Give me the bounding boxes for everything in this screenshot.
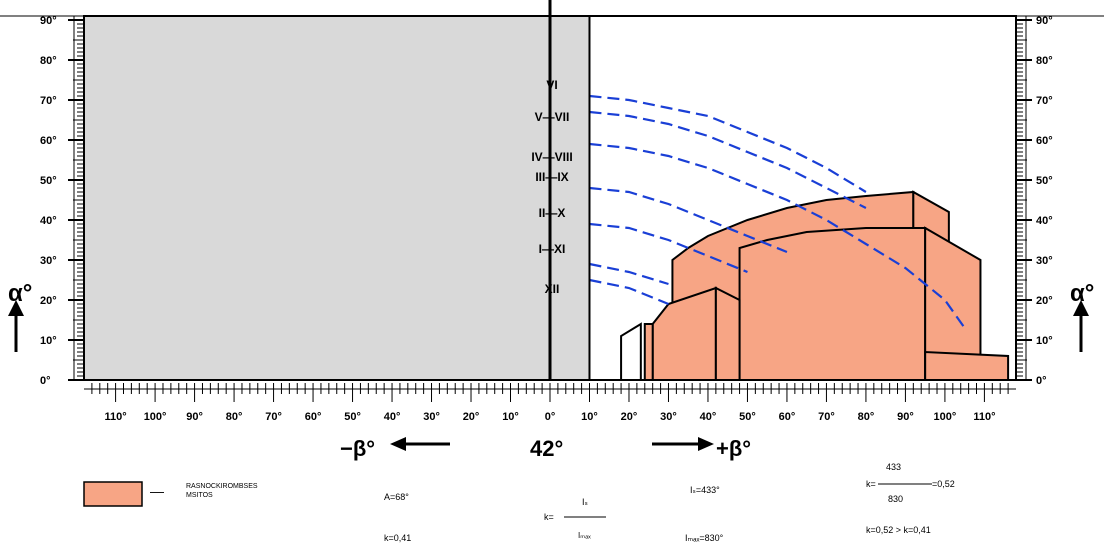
alpha-tick-label-right: 80°	[1036, 55, 1053, 67]
alpha-tick-label-right: 50°	[1036, 175, 1053, 187]
sun-curve-layer	[589, 94, 966, 329]
alpha-tick-label-right: 20°	[1036, 295, 1053, 307]
beta-tick-label: 70°	[265, 411, 282, 423]
alpha-tick-label-right: 10°	[1036, 335, 1053, 347]
formula-k-frac-den: Iₘₐₓ	[578, 531, 591, 540]
alpha-tick-label-right: 70°	[1036, 95, 1053, 107]
beta-tick-label: 10°	[581, 411, 598, 423]
beta-tick-label: 90°	[897, 411, 914, 423]
legend-text-line2: MSITOS	[186, 492, 213, 499]
formula-ratio-den: 830	[888, 494, 903, 504]
legend-dash: —	[150, 483, 164, 499]
beta-minus-label: −β°	[340, 436, 375, 461]
alpha-tick-label-left: 90°	[40, 15, 57, 27]
alpha-tick-label-left: 70°	[40, 95, 57, 107]
month-label: II—X	[539, 206, 566, 220]
alpha-tick-label-right: 60°	[1036, 135, 1053, 147]
beta-tick-label: 70°	[818, 411, 835, 423]
sun-curve-6	[589, 278, 669, 306]
beta-tick-label: 30°	[660, 411, 677, 423]
tick-layer	[68, 16, 1032, 402]
alpha-tick-label-left: 20°	[40, 295, 57, 307]
alpha-tick-label-right: 90°	[1036, 15, 1053, 27]
legend-text-line1: RASNOCKIROMBSES	[186, 483, 258, 490]
month-label: XII	[545, 282, 560, 296]
beta-tick-label: 50°	[739, 411, 756, 423]
sun-curve-2	[589, 142, 966, 329]
beta-tick-label: 100°	[934, 411, 957, 423]
center-angle-label: 42°	[530, 436, 563, 461]
left-arrow-icon	[390, 437, 450, 451]
up-arrow-icon-left	[8, 300, 24, 352]
sun-curve-1	[589, 110, 867, 209]
beta-tick-label: 110°	[973, 411, 995, 423]
alpha-tick-label-left: 0°	[40, 375, 51, 387]
sun-curve-5	[589, 262, 669, 286]
obstruction-polygon-6	[714, 286, 741, 381]
sun-curve-3	[589, 186, 788, 254]
month-label: IV—VIII	[531, 150, 572, 164]
alpha-tick-label-right: 0°	[1036, 375, 1047, 387]
beta-tick-label: 20°	[463, 411, 480, 423]
alpha-axis-label-left: α°	[8, 280, 32, 307]
beta-tick-label: 90°	[186, 411, 203, 423]
formula-ratio-result: =0,52	[932, 479, 955, 489]
alpha-tick-label-left: 10°	[40, 335, 57, 347]
beta-tick-label: 0°	[545, 411, 556, 423]
beta-tick-label: 30°	[423, 411, 440, 423]
beta-tick-label: 10°	[502, 411, 519, 423]
shaded-region-layer	[84, 16, 590, 380]
beta-tick-label: 40°	[700, 411, 717, 423]
formula-ratio-num: 433	[886, 462, 901, 472]
shaded-region	[84, 16, 590, 380]
formula-a-value: A=68°	[384, 492, 409, 502]
beta-plus-label: +β°	[716, 436, 751, 461]
sun-curve-4	[589, 222, 748, 274]
right-arrow-icon	[652, 437, 714, 451]
beta-tick-label: 50°	[344, 411, 361, 423]
tick-label-layer: 0° 0° 10° 10° 20° 20° 30° 30° 40° 40° 50° 50° 60° 60°…	[40, 15, 1053, 423]
month-label: VI	[546, 78, 557, 92]
formula-imax-value: Iₘₐₓ=830°	[685, 533, 724, 543]
beta-tick-label: 60°	[779, 411, 796, 423]
alpha-tick-label-left: 50°	[40, 175, 57, 187]
formula-k-frac-num: Iₛ	[582, 497, 588, 507]
up-arrow-icon-right	[1073, 300, 1089, 352]
beta-tick-label: 100°	[144, 411, 167, 423]
formula-is-value: Iₛ=433°	[690, 485, 720, 495]
formula-ratio-lhs: k=	[866, 479, 876, 489]
legend-swatch	[83, 481, 143, 507]
month-label: I—XI	[539, 242, 566, 256]
formula-compare: k=0,52 > k=0,41	[866, 525, 931, 535]
alpha-tick-label-left: 60°	[40, 135, 57, 147]
formula-k-frac-lhs: k=	[544, 512, 554, 522]
alpha-tick-label-left: 80°	[40, 55, 57, 67]
alpha-tick-label-left: 40°	[40, 215, 57, 227]
beta-tick-label: 80°	[858, 411, 875, 423]
beta-tick-label: 110°	[105, 411, 127, 423]
obstruction-polygon-7	[643, 323, 654, 381]
beta-tick-label: 60°	[305, 411, 322, 423]
plot-frame-layer	[0, 0, 1104, 381]
obstruction-polygon-4	[924, 350, 1010, 381]
month-label-layer: VI V—VII IV—VIII III—IX II—X I—XI XII	[531, 78, 572, 296]
alpha-tick-label-right: 40°	[1036, 215, 1053, 227]
sun-curve-0	[589, 94, 867, 193]
month-label: III—IX	[535, 170, 568, 184]
month-label: V—VII	[535, 110, 570, 124]
obstruction-layer	[620, 190, 1010, 381]
obstruction-polygon-2	[738, 227, 927, 381]
beta-tick-label: 80°	[226, 411, 243, 423]
beta-tick-label: 20°	[621, 411, 638, 423]
formula-k-value: k=0,41	[384, 533, 411, 543]
beta-tick-label: 40°	[384, 411, 401, 423]
alpha-tick-label-right: 30°	[1036, 255, 1053, 267]
alpha-tick-label-left: 30°	[40, 255, 57, 267]
